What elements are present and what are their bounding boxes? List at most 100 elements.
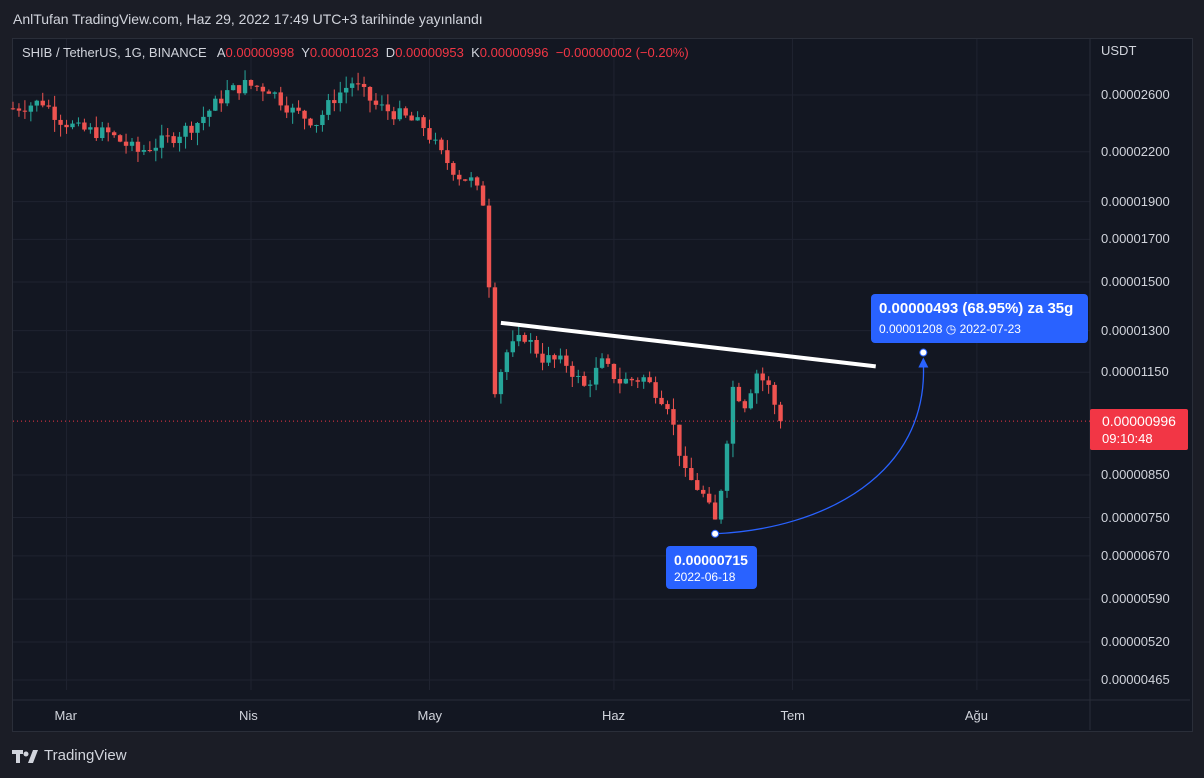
target-price: 0.00001208 <box>879 322 943 336</box>
candle-body <box>683 455 688 468</box>
low-callout[interactable]: 0.00000715 2022-06-18 <box>666 546 757 589</box>
candle-body <box>480 185 486 206</box>
candle-body <box>40 100 45 106</box>
candle-body <box>504 352 510 372</box>
low-point-marker <box>711 529 720 538</box>
candle-body <box>599 358 605 368</box>
candle-body <box>653 382 658 398</box>
time-tick-label: Haz <box>601 708 626 723</box>
candle-body <box>111 132 117 136</box>
candle-body <box>314 125 319 127</box>
candle-body <box>724 443 730 491</box>
candle-body <box>236 85 242 94</box>
candle-body <box>582 375 587 386</box>
candle-body <box>433 139 438 141</box>
candles <box>10 70 783 524</box>
candle-body <box>147 150 153 152</box>
price-tick-label: 0.00000465 <box>1101 672 1170 687</box>
candle-body <box>379 104 385 106</box>
price-tick-label: 0.00001300 <box>1101 322 1170 338</box>
brand-footer[interactable]: TradingView <box>12 747 127 764</box>
candle-body <box>748 393 753 409</box>
candle-body <box>552 355 557 360</box>
candle-body <box>391 111 396 120</box>
candle-body <box>457 174 462 180</box>
price-tick-label: 0.00000520 <box>1101 634 1170 649</box>
candle-body <box>665 404 670 410</box>
candle-body <box>409 115 414 121</box>
candle-body <box>129 141 135 146</box>
candle-body <box>46 105 51 107</box>
change-value: −0.00000002 (−0.20%) <box>555 45 689 60</box>
candle-body <box>76 122 81 124</box>
target-date: 2022-07-23 <box>959 322 1021 336</box>
high-value: 0.00001023 <box>309 45 379 60</box>
candle-body <box>189 125 194 133</box>
projection-arc <box>715 363 925 535</box>
candle-body <box>201 116 206 124</box>
candle-body <box>290 107 295 113</box>
clock-icon: ◷ <box>945 322 957 336</box>
candle-body <box>260 86 266 92</box>
symbol-legend: SHIB / TetherUS, 1G, BINANCE A0.00000998… <box>22 45 689 60</box>
candle-body <box>641 377 646 382</box>
candle-body <box>22 110 28 112</box>
candle-body <box>254 85 260 87</box>
candle-body <box>403 108 408 116</box>
candle-body <box>587 384 593 386</box>
target-point-marker <box>919 348 928 357</box>
candle-body <box>534 339 539 354</box>
candle-body <box>474 177 480 186</box>
candle-body <box>486 205 492 288</box>
candle-body <box>195 123 200 133</box>
price-tick-label: 0.00000750 <box>1101 509 1170 525</box>
candle-body <box>123 141 129 146</box>
candle-body <box>355 83 361 85</box>
time-tick-label: Mar <box>54 708 77 723</box>
time-tick-label: Ağu <box>964 708 989 723</box>
bar-countdown: 09:10:48 <box>1102 431 1153 446</box>
candle-body <box>219 98 224 104</box>
candle-body <box>159 135 164 148</box>
target-callout[interactable]: 0.00000493 (68.95%) za 35g 0.00001208 ◷ … <box>871 294 1088 343</box>
open-label: A <box>216 45 226 60</box>
candle-body <box>338 92 343 104</box>
candle-body <box>439 139 444 151</box>
candle-body <box>415 117 420 121</box>
candle-body <box>623 378 629 384</box>
candle-body <box>165 135 170 137</box>
candle-body <box>701 489 706 494</box>
candle-body <box>230 85 236 91</box>
candle-body <box>52 106 57 120</box>
time-tick-label: Nis <box>239 708 258 723</box>
candle-body <box>34 100 39 106</box>
candle-body <box>492 287 498 395</box>
candle-body <box>82 122 87 130</box>
candle-body <box>778 404 783 422</box>
price-tick-label: 0.00001500 <box>1101 273 1170 289</box>
candle-body <box>28 105 34 112</box>
low-value: 0.00000953 <box>395 45 464 60</box>
resistance-trendline <box>500 320 876 369</box>
drawings <box>13 320 1090 538</box>
candle-body <box>296 107 301 111</box>
high-label: Y <box>301 45 310 60</box>
candle-body <box>385 104 391 112</box>
close-label: K <box>471 45 480 60</box>
candle-body <box>605 358 611 364</box>
publication-header: AnlTufan TradingView.com, Haz 29, 2022 1… <box>13 11 483 27</box>
candle-body <box>278 92 283 106</box>
candle-body <box>117 135 123 142</box>
candle-body <box>659 397 664 405</box>
candle-body <box>16 108 22 111</box>
candle-body <box>712 502 718 520</box>
candle-body <box>730 386 736 444</box>
candle-body <box>677 424 682 456</box>
candle-body <box>695 480 700 490</box>
candle-body <box>772 384 777 405</box>
price-tick-label: 0.00002200 <box>1101 143 1170 159</box>
candle-body <box>141 150 147 152</box>
candle-body <box>248 80 254 86</box>
candle-body <box>242 80 248 94</box>
